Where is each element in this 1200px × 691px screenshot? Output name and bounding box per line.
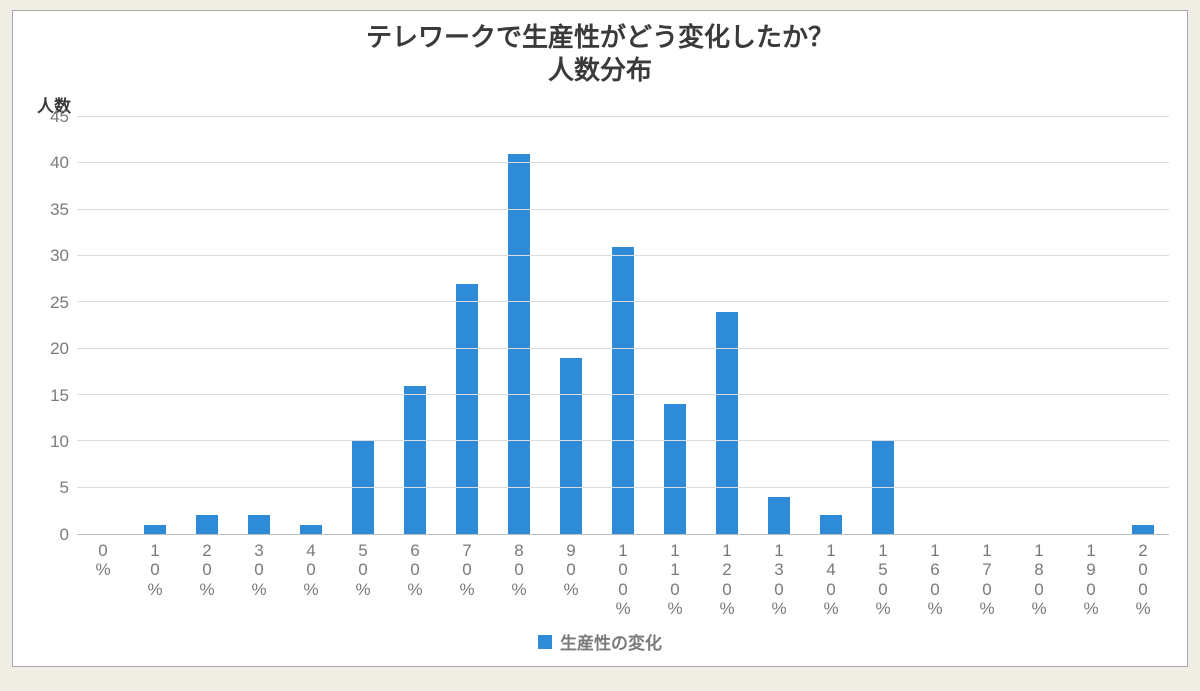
xaxis-spacer <box>31 535 77 619</box>
gridline <box>77 394 1169 395</box>
gridline <box>77 116 1169 117</box>
bar-slot <box>493 117 545 534</box>
bar-slot <box>805 117 857 534</box>
bar-slot <box>1117 117 1169 534</box>
xlabel: 70% <box>441 535 493 619</box>
gridline <box>77 301 1169 302</box>
bar-slot <box>285 117 337 534</box>
bar-slot <box>389 117 441 534</box>
xlabel: 100% <box>597 535 649 619</box>
legend-swatch <box>538 635 552 649</box>
bar-slot <box>77 117 129 534</box>
gridline <box>77 487 1169 488</box>
xlabel: 190% <box>1065 535 1117 619</box>
bar <box>560 358 583 534</box>
bar <box>664 404 687 534</box>
bar <box>248 515 271 534</box>
bar <box>300 525 323 534</box>
bar-slot <box>233 117 285 534</box>
xlabel: 30% <box>233 535 285 619</box>
bar <box>1132 525 1155 534</box>
bar-slot <box>129 117 181 534</box>
bar-slot <box>649 117 701 534</box>
bar-slot <box>597 117 649 534</box>
bar <box>196 515 219 534</box>
bar <box>404 386 427 534</box>
bar-slot <box>181 117 233 534</box>
xlabel: 110% <box>649 535 701 619</box>
xlabel: 60% <box>389 535 441 619</box>
chart-title-line1: テレワークで生産性がどう変化したか？ <box>31 21 1169 54</box>
plot-area <box>77 117 1169 535</box>
gridline <box>77 209 1169 210</box>
bar-slot <box>441 117 493 534</box>
xlabel: 180% <box>1013 535 1065 619</box>
yaxis: 454035302520151050 <box>31 117 77 535</box>
bar-slot <box>909 117 961 534</box>
xaxis-labels: 0%10%20%30%40%50%60%70%80%90%100%110%120… <box>77 535 1169 619</box>
xlabel: 150% <box>857 535 909 619</box>
xlabel: 40% <box>285 535 337 619</box>
bar <box>352 441 375 534</box>
xlabel: 160% <box>909 535 961 619</box>
plot-region: 454035302520151050 <box>31 117 1169 535</box>
bar <box>820 515 843 534</box>
xlabel: 10% <box>129 535 181 619</box>
bar <box>144 525 167 534</box>
xlabel: 0% <box>77 535 129 619</box>
xlabel: 200% <box>1117 535 1169 619</box>
chart-frame: テレワークで生産性がどう変化したか？ 人数分布 人数 4540353025201… <box>12 10 1188 667</box>
bar-slot <box>701 117 753 534</box>
bar-slot <box>337 117 389 534</box>
bar <box>716 312 739 534</box>
gridline <box>77 348 1169 349</box>
chart-title-line2: 人数分布 <box>31 54 1169 87</box>
gridline <box>77 162 1169 163</box>
bar-series <box>77 117 1169 534</box>
bar <box>768 497 791 534</box>
bar-slot <box>961 117 1013 534</box>
xlabel: 80% <box>493 535 545 619</box>
legend: 生産性の変化 <box>31 619 1169 654</box>
chart-title: テレワークで生産性がどう変化したか？ 人数分布 <box>31 21 1169 86</box>
xlabel: 20% <box>181 535 233 619</box>
xlabel: 130% <box>753 535 805 619</box>
xlabel: 50% <box>337 535 389 619</box>
bar <box>456 284 479 534</box>
page-background: テレワークで生産性がどう変化したか？ 人数分布 人数 4540353025201… <box>0 0 1200 691</box>
gridline <box>77 255 1169 256</box>
xlabel: 90% <box>545 535 597 619</box>
bar-slot <box>545 117 597 534</box>
yaxis-title: 人数 <box>37 92 1169 117</box>
bar <box>508 154 531 534</box>
xlabel: 170% <box>961 535 1013 619</box>
bar <box>612 247 635 534</box>
legend-label: 生産性の変化 <box>560 629 662 654</box>
xlabel: 120% <box>701 535 753 619</box>
gridline <box>77 440 1169 441</box>
bar-slot <box>1013 117 1065 534</box>
bar-slot <box>1065 117 1117 534</box>
bar-slot <box>753 117 805 534</box>
xlabel: 140% <box>805 535 857 619</box>
bar-slot <box>857 117 909 534</box>
xaxis: 0%10%20%30%40%50%60%70%80%90%100%110%120… <box>31 535 1169 619</box>
bar <box>872 441 895 534</box>
